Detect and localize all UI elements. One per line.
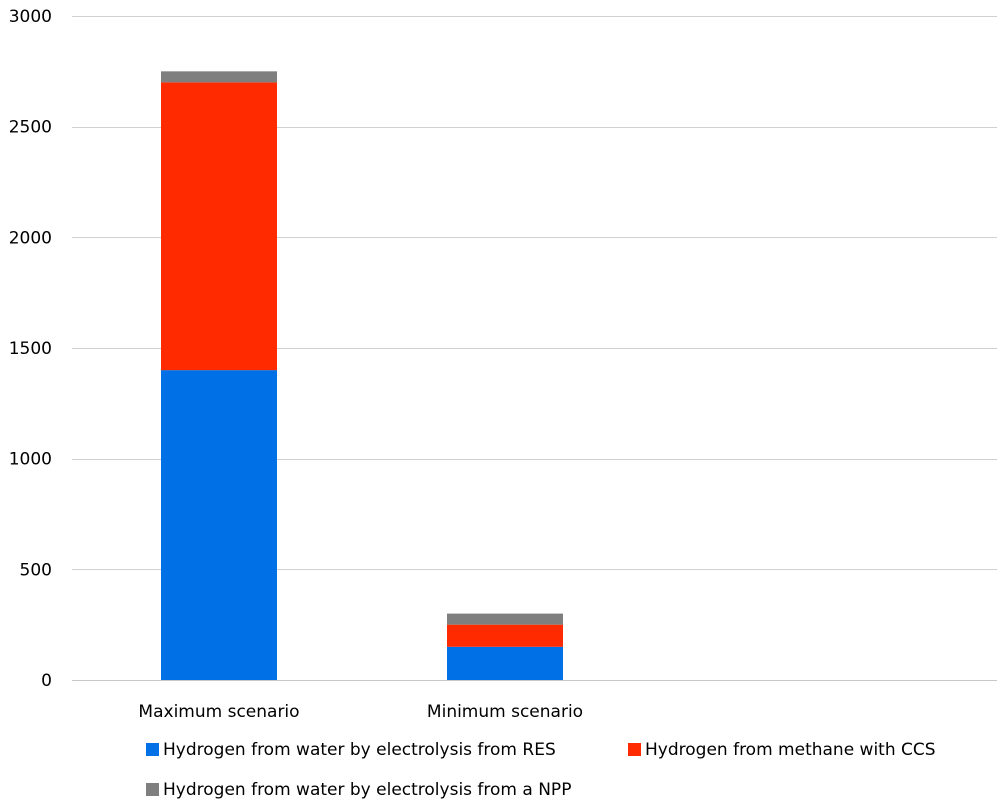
y-axis-tick-labels: 0 500 1000 1500 2000 2500 3000 xyxy=(9,7,52,691)
legend-swatch xyxy=(628,743,641,756)
x-category-label: Maximum scenario xyxy=(138,702,299,722)
bar-segment xyxy=(447,613,563,625)
bar-segment xyxy=(447,646,563,680)
y-tick-label: 500 xyxy=(20,560,52,580)
legend-label: Hydrogen from methane with CCS xyxy=(645,740,936,760)
bar-segment xyxy=(161,370,277,680)
legend-label: Hydrogen from water by electrolysis from… xyxy=(163,780,571,800)
y-tick-label: 2000 xyxy=(9,228,52,248)
legend-swatch xyxy=(146,743,159,756)
legend-label: Hydrogen from water by electrolysis from… xyxy=(163,740,556,760)
bar-segment xyxy=(161,71,277,83)
bar-segment xyxy=(161,82,277,371)
legend-item: Hydrogen from water by electrolysis from… xyxy=(146,740,556,760)
legend-swatch xyxy=(146,783,159,796)
y-tick-label: 1000 xyxy=(9,450,52,470)
y-tick-label: 1500 xyxy=(9,339,52,359)
legend-item: Hydrogen from water by electrolysis from… xyxy=(146,780,571,800)
bar-segment xyxy=(447,624,563,647)
bars xyxy=(161,71,563,680)
legend: Hydrogen from water by electrolysis from… xyxy=(146,740,936,800)
y-tick-label: 2500 xyxy=(9,118,52,138)
legend-item: Hydrogen from methane with CCS xyxy=(628,740,936,760)
x-axis-category-labels: Maximum scenario Minimum scenario xyxy=(138,702,583,722)
y-tick-label: 0 xyxy=(41,671,52,691)
y-tick-label: 3000 xyxy=(9,7,52,27)
x-category-label: Minimum scenario xyxy=(427,702,583,722)
